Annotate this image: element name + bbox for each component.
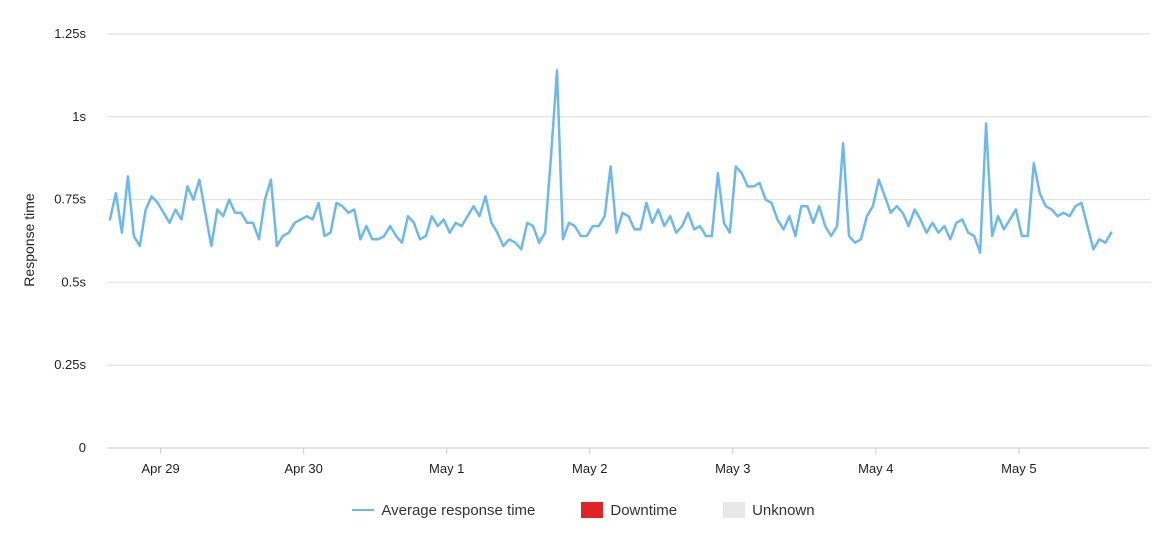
x-tick-label: May 5: [1001, 461, 1036, 476]
y-axis-ticks: 0 0.25s 0.5s 0.75s 1s 1.25s: [54, 26, 86, 455]
legend-item-unknown[interactable]: Unknown: [723, 502, 815, 519]
chart-legend: Average response time Downtime Unknown: [0, 498, 1167, 522]
legend-line-swatch: [352, 509, 375, 511]
legend-label-average-response-time: Average response time: [381, 501, 536, 519]
y-tick-label: 1.25s: [54, 26, 86, 41]
legend-item-average-response-time[interactable]: Average response time: [352, 502, 535, 519]
grid-lines: [107, 33, 1150, 449]
y-tick-label: 0.25s: [54, 357, 86, 372]
y-tick-label: 0.75s: [54, 192, 86, 207]
legend-label-downtime: Downtime: [610, 501, 678, 519]
x-tick-label: May 3: [715, 461, 750, 476]
x-tick-label: Apr 30: [285, 461, 323, 476]
y-tick-label: 1s: [72, 109, 86, 124]
x-tick-label: May 2: [572, 461, 607, 476]
response-time-chart: 0 0.25s 0.5s 0.75s 1s 1.25s Apr 29 Apr 30 May 1…: [21, 26, 1150, 476]
y-tick-label: 0: [79, 440, 86, 455]
legend-unknown-swatch: [723, 502, 746, 518]
x-tick-label: May 4: [858, 461, 893, 476]
x-tick-label: May 1: [429, 461, 464, 476]
y-axis-title: Response time: [21, 193, 37, 287]
y-tick-label: 0.5s: [61, 274, 86, 289]
legend-downtime-swatch: [581, 502, 604, 518]
series-group[interactable]: [108, 69, 1113, 254]
x-tick-label: Apr 29: [141, 461, 179, 476]
series-line-average-response-time[interactable]: [108, 69, 1113, 254]
legend-item-downtime[interactable]: Downtime: [581, 502, 677, 519]
x-axis: Apr 29 Apr 30 May 1 May 2 May 3 May 4 May 5: [141, 448, 1037, 476]
legend-label-unknown: Unknown: [752, 501, 815, 519]
